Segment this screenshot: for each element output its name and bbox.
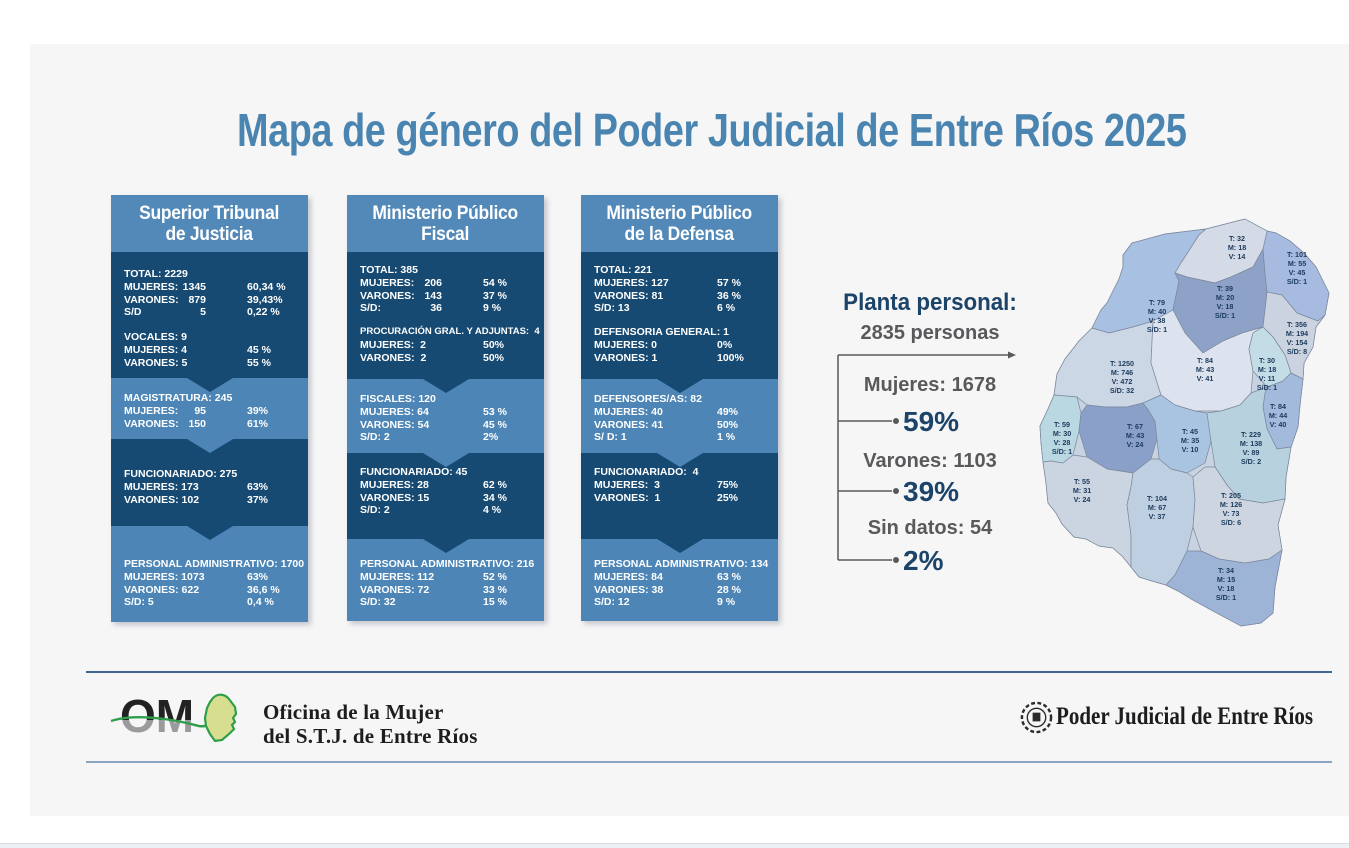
svg-text:V: 40: V: 40: [1270, 420, 1287, 429]
svg-text:V: 18: V: 18: [1217, 302, 1234, 311]
svg-text:M: 40: M: 40: [1148, 307, 1166, 316]
svg-text:V: 45: V: 45: [1289, 268, 1306, 277]
svg-text:S/D: 1: S/D: 1: [1147, 325, 1167, 334]
svg-text:T: 356: T: 356: [1287, 320, 1307, 329]
svg-text:T: 34: T: 34: [1218, 566, 1234, 575]
svg-text:V: 14: V: 14: [1229, 252, 1246, 261]
svg-text:M: 194: M: 194: [1286, 329, 1308, 338]
svg-text:V: 73: V: 73: [1223, 509, 1240, 518]
svg-text:T: 79: T: 79: [1149, 298, 1165, 307]
svg-text:T: 229: T: 229: [1241, 430, 1261, 439]
svg-text:M: 43: M: 43: [1196, 365, 1214, 374]
svg-text:T: 39: T: 39: [1217, 284, 1233, 293]
svg-text:V: 24: V: 24: [1127, 440, 1144, 449]
svg-text:M: 67: M: 67: [1148, 503, 1166, 512]
svg-text:M: 55: M: 55: [1288, 259, 1306, 268]
svg-text:V: 472: V: 472: [1112, 377, 1133, 386]
svg-text:T: 59: T: 59: [1054, 420, 1070, 429]
svg-text:T: 30: T: 30: [1259, 356, 1275, 365]
svg-text:T: 101: T: 101: [1287, 250, 1307, 259]
svg-text:M: 746: M: 746: [1111, 368, 1133, 377]
svg-text:T: 1250: T: 1250: [1110, 359, 1134, 368]
svg-text:M: 43: M: 43: [1126, 431, 1144, 440]
svg-text:M: 18: M: 18: [1228, 243, 1246, 252]
svg-text:V: 38: V: 38: [1149, 316, 1166, 325]
svg-text:T: 84: T: 84: [1197, 356, 1213, 365]
svg-text:S/D: 2: S/D: 2: [1241, 457, 1261, 466]
svg-text:V: 11: V: 11: [1259, 374, 1275, 383]
svg-text:T: 32: T: 32: [1229, 234, 1245, 243]
svg-text:M: 138: M: 138: [1240, 439, 1262, 448]
svg-text:M: 18: M: 18: [1258, 365, 1276, 374]
svg-text:V: 10: V: 10: [1182, 445, 1199, 454]
svg-text:S/D: 32: S/D: 32: [1110, 386, 1134, 395]
svg-text:V: 89: V: 89: [1243, 448, 1260, 457]
svg-text:T: 45: T: 45: [1182, 427, 1198, 436]
svg-text:V: 24: V: 24: [1074, 495, 1091, 504]
svg-text:M: 44: M: 44: [1269, 411, 1287, 420]
svg-text:T: 55: T: 55: [1074, 477, 1090, 486]
svg-text:V: 154: V: 154: [1287, 338, 1308, 347]
svg-text:S/D: 1: S/D: 1: [1215, 311, 1235, 320]
svg-text:M: 126: M: 126: [1220, 500, 1242, 509]
svg-text:T: 84: T: 84: [1270, 402, 1286, 411]
svg-text:V: 37: V: 37: [1149, 512, 1166, 521]
svg-text:T: 67: T: 67: [1127, 422, 1143, 431]
svg-text:M: 35: M: 35: [1181, 436, 1199, 445]
svg-text:S/D: 6: S/D: 6: [1221, 518, 1241, 527]
svg-text:M: 30: M: 30: [1053, 429, 1071, 438]
svg-text:V: 41: V: 41: [1197, 374, 1214, 383]
svg-text:S/D: 1: S/D: 1: [1052, 447, 1072, 456]
svg-text:V: 28: V: 28: [1054, 438, 1071, 447]
svg-text:M: 31: M: 31: [1073, 486, 1091, 495]
svg-text:S/D: 8: S/D: 8: [1287, 347, 1307, 356]
svg-text:T: 205: T: 205: [1221, 491, 1241, 500]
svg-text:S/D: 1: S/D: 1: [1216, 593, 1236, 602]
svg-text:M: 20: M: 20: [1216, 293, 1234, 302]
svg-text:T: 104: T: 104: [1147, 494, 1167, 503]
svg-text:M: 15: M: 15: [1217, 575, 1235, 584]
svg-text:S/D: 1: S/D: 1: [1287, 277, 1307, 286]
svg-text:V: 18: V: 18: [1218, 584, 1235, 593]
svg-text:S/D: 1: S/D: 1: [1257, 383, 1277, 392]
